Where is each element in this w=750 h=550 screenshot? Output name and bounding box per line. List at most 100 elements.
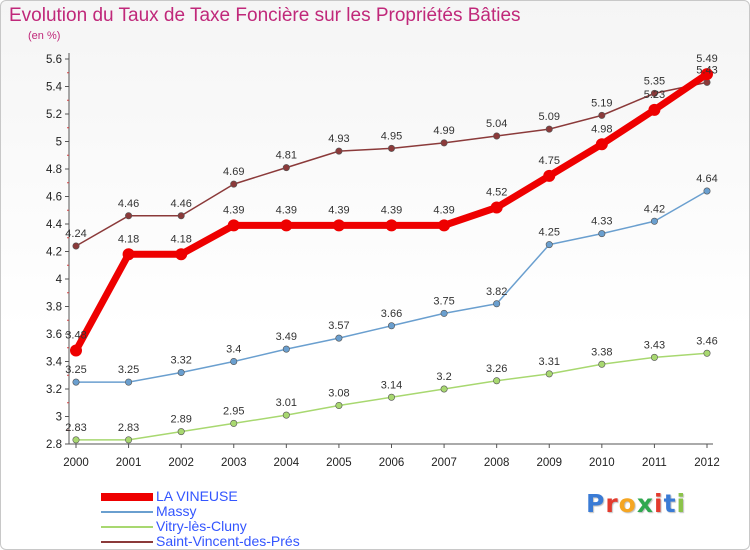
data-label: 3.75 (433, 295, 454, 307)
data-point (648, 103, 661, 116)
data-label: 4.25 (539, 227, 560, 239)
data-label: 4.64 (696, 173, 717, 185)
data-point (177, 212, 185, 220)
data-point (440, 385, 448, 393)
data-point (122, 248, 135, 261)
data-label: 3.48 (65, 330, 86, 342)
y-tick-label: 3.2 (46, 384, 62, 396)
data-point (545, 370, 553, 378)
data-point (493, 132, 501, 140)
data-label: 5.09 (539, 111, 560, 123)
data-point (650, 217, 658, 225)
data-point (650, 89, 658, 97)
data-point (72, 242, 80, 250)
y-tick-label: 4.4 (46, 219, 63, 231)
data-point (545, 241, 553, 249)
data-label: 4.39 (276, 204, 297, 216)
data-label: 5.04 (486, 118, 507, 130)
data-label: 3.49 (276, 331, 297, 343)
data-label: 2.83 (118, 422, 139, 434)
x-tick-label: 2010 (589, 457, 615, 469)
legend-label: Vitry-lès-Cluny (156, 518, 247, 534)
logo-letter: t (663, 489, 677, 518)
data-point (177, 368, 185, 376)
data-label: 3.43 (644, 339, 665, 351)
data-label: 3.14 (381, 379, 402, 391)
data-label: 5.43 (696, 64, 717, 76)
data-label: 4.39 (381, 204, 402, 216)
data-point (125, 212, 133, 220)
logo-letter: i (676, 489, 687, 518)
data-point (70, 344, 82, 357)
data-label: 4.46 (170, 198, 191, 210)
data-label: 4.18 (118, 233, 139, 245)
data-label: 3.08 (328, 388, 349, 400)
data-point (282, 411, 290, 419)
data-label: 3.31 (539, 356, 560, 368)
data-point (598, 230, 606, 238)
data-label: 3.01 (276, 397, 297, 409)
legend-swatch (101, 526, 153, 528)
data-label: 4.18 (170, 233, 191, 245)
data-label: 2.89 (170, 414, 191, 426)
data-point (701, 68, 713, 81)
data-label: 4.46 (118, 198, 139, 210)
legend-swatch (101, 511, 153, 513)
data-point (650, 353, 658, 361)
data-label: 4.42 (644, 203, 665, 215)
x-tick-label: 2002 (168, 457, 194, 469)
data-point (335, 401, 343, 409)
legend-swatch (101, 493, 153, 501)
legend-label: LA VINEUSE (156, 488, 238, 504)
data-point (595, 138, 608, 151)
legend-swatch (101, 541, 153, 543)
y-tick-label: 5.6 (46, 54, 62, 66)
data-point (72, 378, 80, 386)
x-tick-label: 2005 (326, 457, 352, 469)
data-point (72, 436, 80, 444)
x-tick-label: 2000 (63, 457, 89, 469)
data-label: 2.95 (223, 405, 244, 417)
data-label: 5.35 (644, 75, 665, 87)
x-tick-label: 2007 (431, 457, 457, 469)
data-label: 4.81 (276, 150, 297, 162)
x-tick-label: 2011 (642, 457, 667, 469)
data-label: 3.57 (328, 320, 349, 332)
data-label: 4.98 (591, 123, 612, 135)
data-label: 3.66 (381, 308, 402, 320)
data-point (335, 334, 343, 342)
data-point (440, 139, 448, 147)
data-point (438, 219, 451, 232)
data-label: 4.24 (65, 228, 86, 240)
y-tick-label: 5.2 (46, 109, 62, 121)
data-label: 4.39 (433, 204, 454, 216)
y-tick-label: 3 (56, 412, 62, 424)
x-tick-label: 2009 (536, 457, 562, 469)
data-point (598, 111, 606, 119)
data-point (493, 300, 501, 308)
data-point (282, 345, 290, 353)
data-label: 4.69 (223, 166, 244, 178)
data-label: 2.83 (65, 422, 86, 434)
data-point (387, 322, 395, 330)
data-point (175, 248, 188, 261)
y-tick-label: 2.8 (46, 439, 62, 451)
data-label: 3.26 (486, 363, 507, 375)
data-label: 4.39 (328, 204, 349, 216)
y-tick-label: 4.8 (46, 164, 62, 176)
data-label: 5.23 (644, 89, 665, 101)
y-tick-label: 4.6 (46, 192, 62, 204)
data-label: 3.32 (170, 355, 191, 367)
data-point (282, 164, 290, 172)
data-point (543, 169, 556, 182)
data-label: 4.52 (486, 187, 507, 199)
legend-label: Massy (156, 503, 197, 519)
data-label: 4.99 (433, 125, 454, 137)
data-point (177, 428, 185, 436)
proxiti-logo: Proxiti (586, 489, 686, 518)
y-tick-label: 3.8 (46, 302, 62, 314)
y-tick-label: 3.4 (46, 357, 63, 369)
data-label: 3.82 (486, 286, 507, 298)
y-tick-label: 4.2 (46, 247, 62, 259)
